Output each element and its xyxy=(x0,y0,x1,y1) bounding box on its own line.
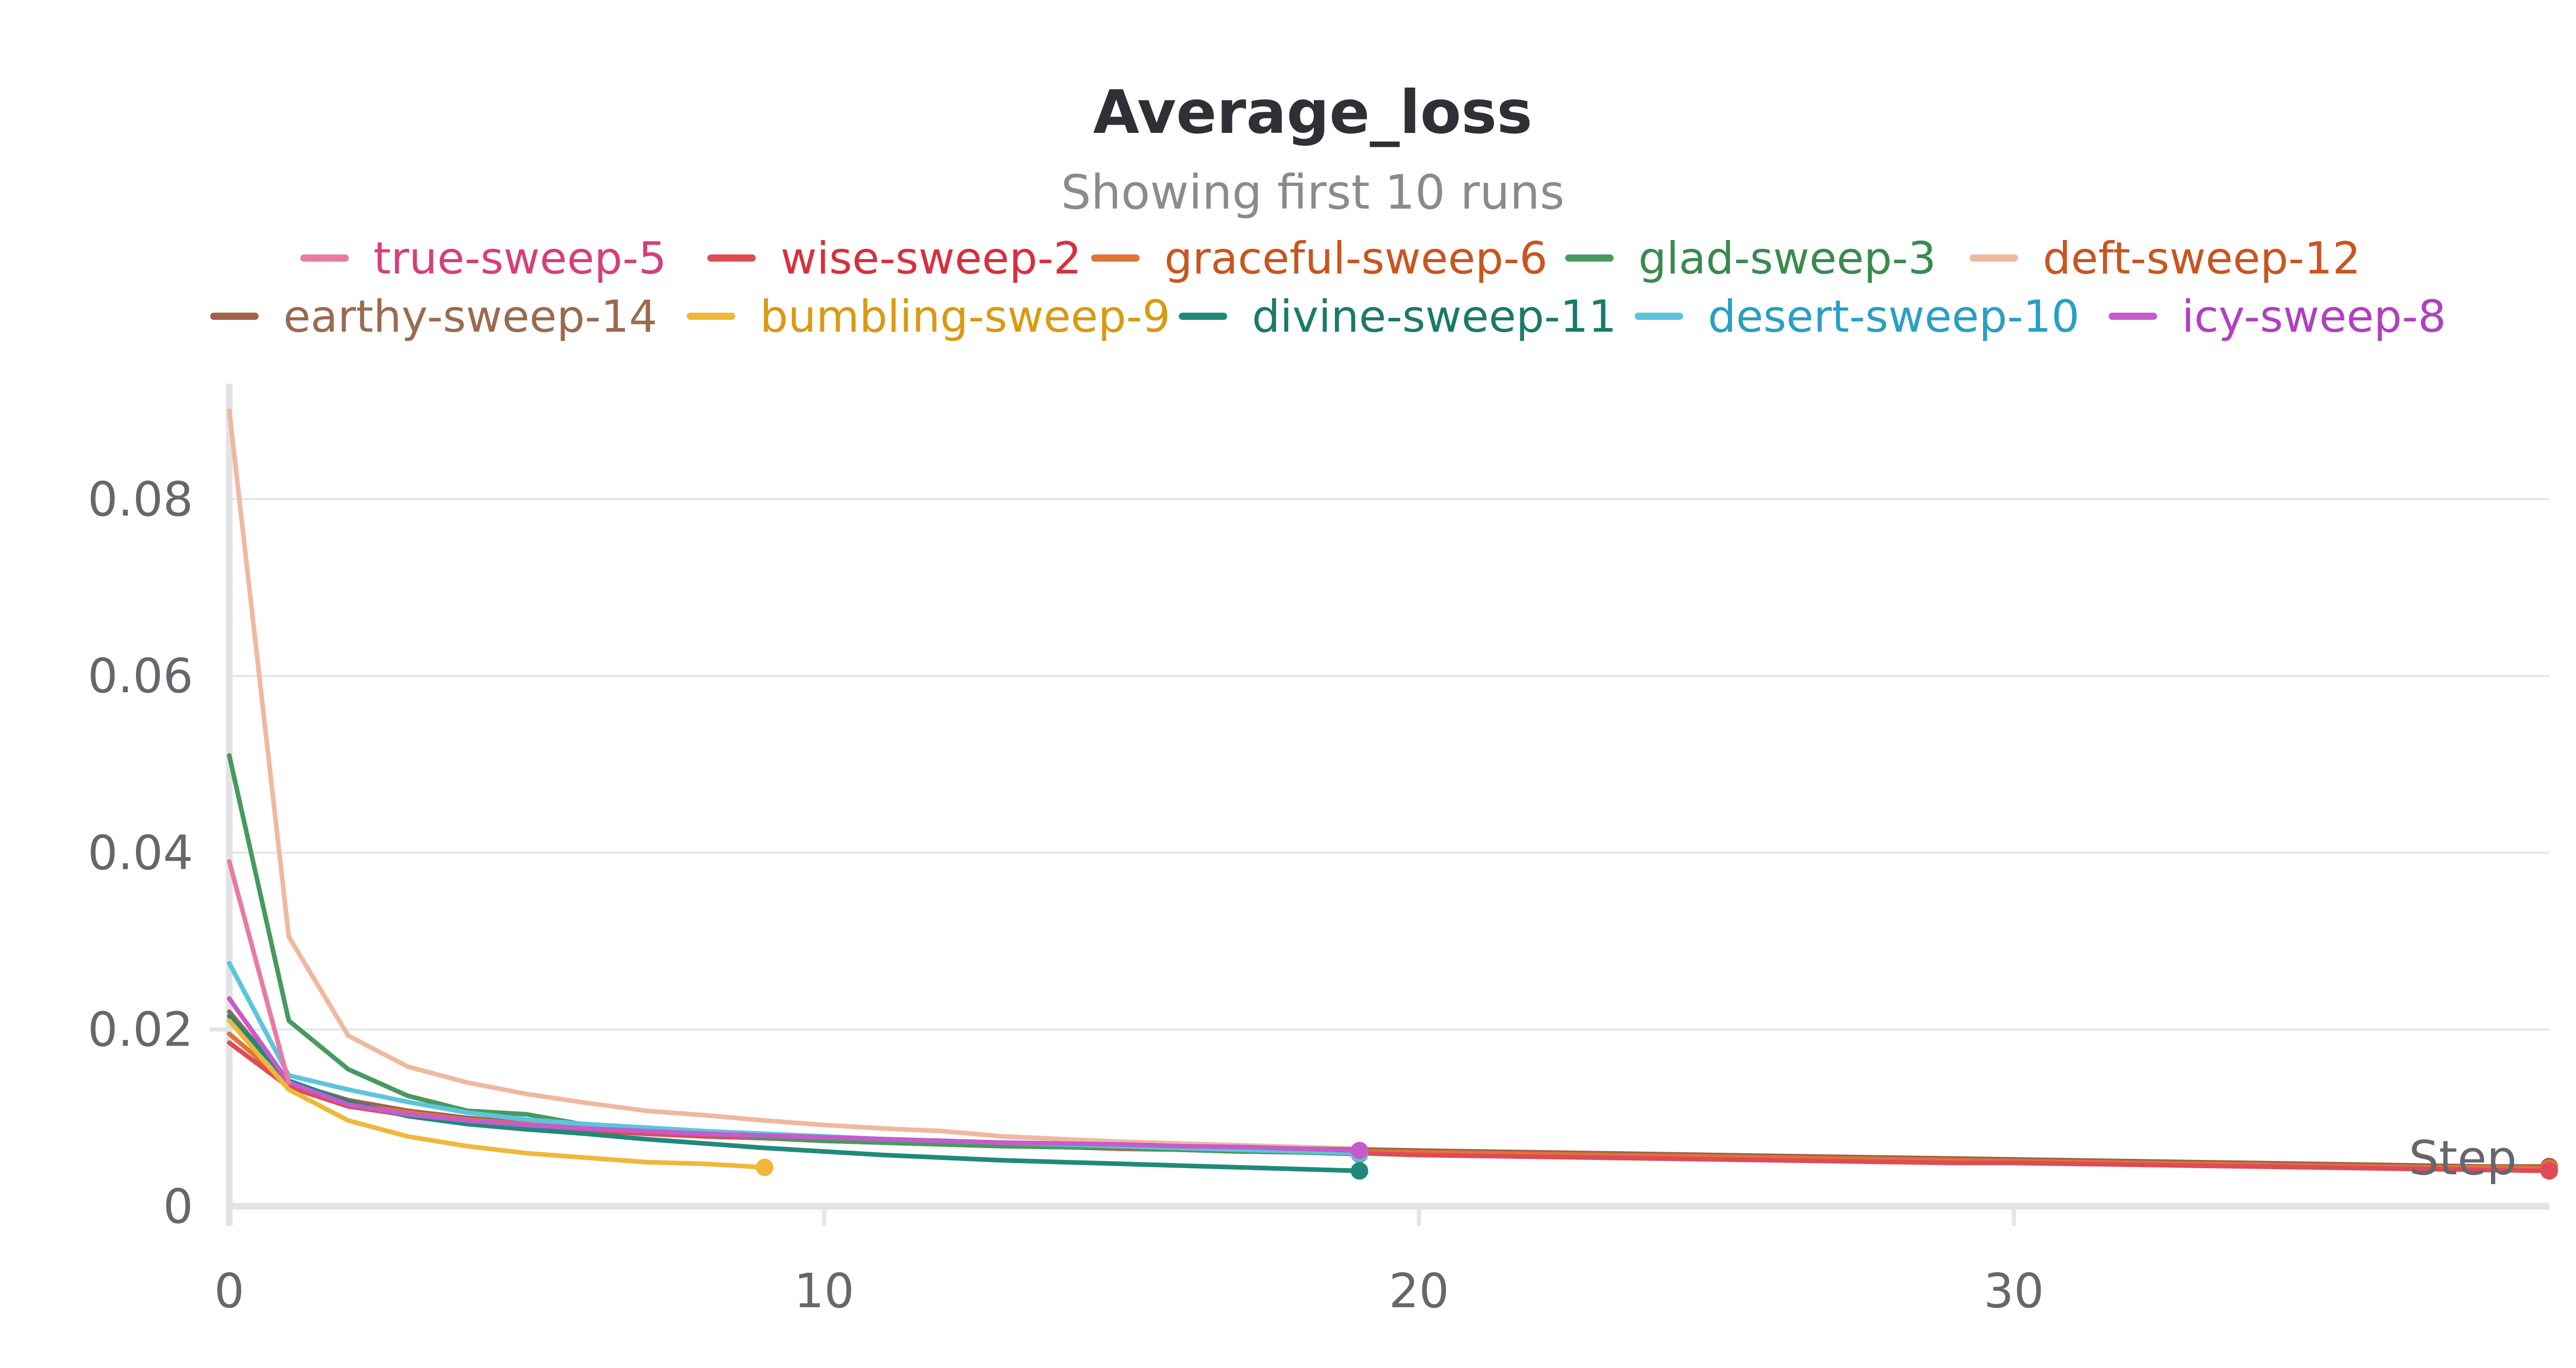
legend-label: true-sweep-5 xyxy=(374,233,667,284)
series-line-bumbling-sweep-9 xyxy=(227,1018,767,1170)
chart-subtitle: Showing first 10 runs xyxy=(1061,165,1564,220)
chart-title: Average_loss xyxy=(1093,78,1533,147)
legend-label: wise-sweep-2 xyxy=(781,233,1081,284)
x-axis-label: Step xyxy=(2409,1131,2517,1186)
legend-label: bumbling-sweep-9 xyxy=(760,291,1171,343)
x-tick-label: 10 xyxy=(794,1263,854,1319)
series-lines xyxy=(227,408,2552,1173)
series-endpoint-wise-sweep-2 xyxy=(2540,1162,2558,1180)
series-line-glad-sweep-3 xyxy=(227,753,1362,1157)
x-tick-label: 0 xyxy=(214,1263,245,1319)
y-tick-label: 0.02 xyxy=(88,1002,193,1057)
y-tick-label: 0.04 xyxy=(88,825,193,880)
series-line-earthy-sweep-14 xyxy=(227,1009,2552,1169)
y-tick-label: 0 xyxy=(163,1179,193,1234)
y-tick-label: 0.06 xyxy=(88,648,193,704)
y-tick-label: 0.08 xyxy=(88,472,193,527)
legend-label: divine-sweep-11 xyxy=(1252,291,1617,343)
x-tick-label: 20 xyxy=(1389,1263,1449,1319)
legend: true-sweep-5 wise-sweep-2 graceful-sweep-6… xyxy=(210,233,2446,343)
legend-label: graceful-sweep-6 xyxy=(1164,233,1548,284)
series-endpoint-divine-sweep-11 xyxy=(1350,1162,1368,1180)
series-line-deft-sweep-12 xyxy=(227,408,2552,1172)
legend-label: glad-sweep-3 xyxy=(1638,233,1936,284)
axes: 0 0.02 0.04 0.06 0.08 0 10 20 30 xyxy=(88,384,2549,1319)
legend-label: icy-sweep-8 xyxy=(2182,291,2446,343)
legend-label: earthy-sweep-14 xyxy=(283,291,657,343)
series-endpoint-bumbling-sweep-9 xyxy=(756,1158,774,1176)
series-line-icy-sweep-8 xyxy=(227,996,1362,1153)
series-endpoints xyxy=(756,1141,2558,1180)
series-endpoint-icy-sweep-8 xyxy=(1350,1141,1368,1159)
series-line-true-sweep-5 xyxy=(227,859,291,1085)
legend-label: desert-sweep-10 xyxy=(1708,291,2079,343)
legend-label: deft-sweep-12 xyxy=(2043,233,2361,284)
grid xyxy=(229,498,2549,1226)
x-tick-label: 30 xyxy=(1984,1263,2044,1319)
